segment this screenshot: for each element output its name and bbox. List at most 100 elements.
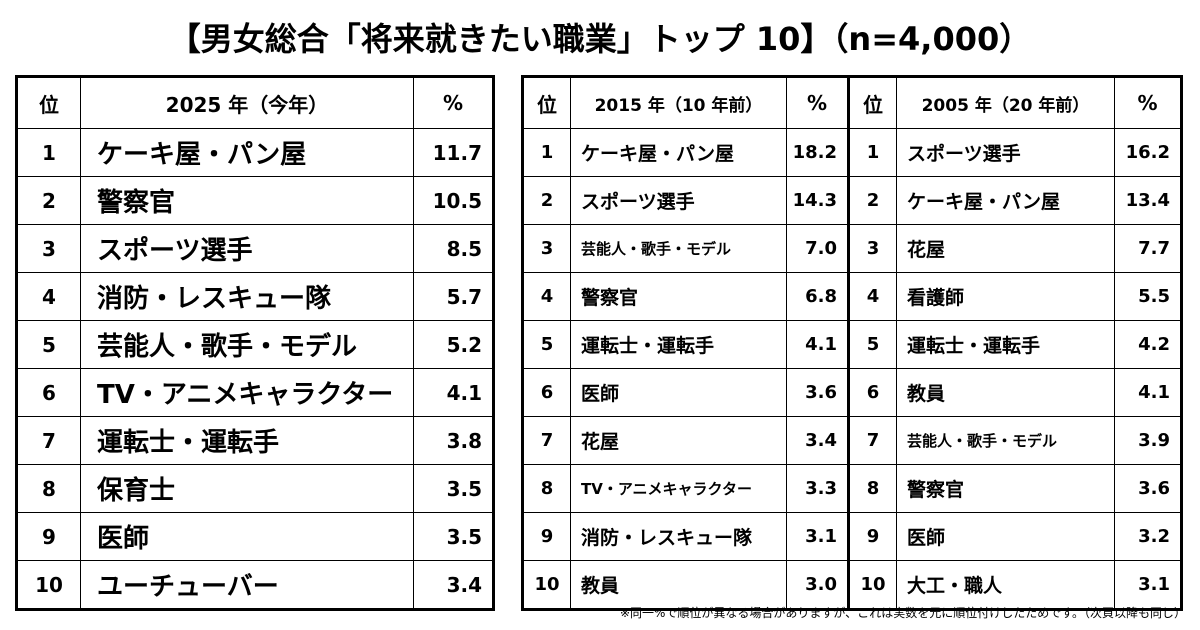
rank-column-header: 位: [16, 76, 81, 129]
page-title: 【男女総合「将来就きたい職業」トップ 10】（n=4,000）: [168, 20, 1032, 58]
table-row: 1 ケーキ屋・パン屋 11.7: [16, 128, 494, 177]
job-cell-2015: 芸能人・歌手・モデル: [570, 224, 787, 273]
table-row: 1 ケーキ屋・パン屋 18.2 1 スポーツ選手 16.2: [522, 128, 1182, 177]
table-row: 6 TV・アニメキャラクター 4.1: [16, 368, 494, 417]
rank-cell-2005: 5: [847, 320, 897, 369]
table-row: 2 警察官 10.5: [16, 176, 494, 225]
percent-column-header: %: [413, 76, 494, 129]
table-row: 10 ユーチューバー 3.4: [16, 560, 494, 610]
job-cell: スポーツ選手: [80, 224, 414, 273]
job-cell: TV・アニメキャラクター: [80, 368, 414, 417]
percent-cell-2015: 7.0: [786, 224, 849, 273]
table-row: 2 スポーツ選手 14.3 2 ケーキ屋・パン屋 13.4: [522, 176, 1182, 225]
table-row: 4 警察官 6.8 4 看護師 5.5: [522, 272, 1182, 321]
job-column-header: 2025 年（今年）: [80, 76, 414, 129]
percent-cell: 3.8: [413, 416, 494, 465]
job-cell: 運転士・運転手: [80, 416, 414, 465]
percent-column-header-2015: %: [786, 76, 849, 129]
table-row: 5 芸能人・歌手・モデル 5.2: [16, 320, 494, 369]
percent-cell-2005: 13.4: [1114, 176, 1182, 225]
percent-cell: 10.5: [413, 176, 494, 225]
table-row: 9 消防・レスキュー隊 3.1 9 医師 3.2: [522, 512, 1182, 561]
rank-cell-2015: 10: [522, 560, 571, 610]
percent-cell: 3.5: [413, 512, 494, 561]
percent-cell-2015: 18.2: [786, 128, 849, 177]
rank-cell-2005: 3: [847, 224, 897, 273]
rank-cell-2005: 7: [847, 416, 897, 465]
rank-cell: 5: [16, 320, 81, 369]
rank-cell-2015: 9: [522, 512, 571, 561]
table-row: 6 医師 3.6 6 教員 4.1: [522, 368, 1182, 417]
table-row: 8 TV・アニメキャラクター 3.3 8 警察官 3.6: [522, 464, 1182, 513]
percent-cell: 3.4: [413, 560, 494, 610]
percent-cell-2015: 6.8: [786, 272, 849, 321]
job-column-header-2015: 2015 年（10 年前）: [570, 76, 787, 129]
percent-cell-2005: 16.2: [1114, 128, 1182, 177]
percent-cell-2005: 7.7: [1114, 224, 1182, 273]
table-row: 7 花屋 3.4 7 芸能人・歌手・モデル 3.9: [522, 416, 1182, 465]
job-cell: 医師: [80, 512, 414, 561]
percent-cell-2015: 3.3: [786, 464, 849, 513]
percent-cell: 5.7: [413, 272, 494, 321]
job-cell: ユーチューバー: [80, 560, 414, 610]
table-header-row: 位 2025 年（今年） %: [16, 76, 494, 129]
rank-cell: 10: [16, 560, 81, 610]
table-row: 3 芸能人・歌手・モデル 7.0 3 花屋 7.7: [522, 224, 1182, 273]
job-cell-2005: 警察官: [896, 464, 1115, 513]
percent-cell: 5.2: [413, 320, 494, 369]
table-row: 7 運転士・運転手 3.8: [16, 416, 494, 465]
job-cell: 保育士: [80, 464, 414, 513]
rank-cell: 3: [16, 224, 81, 273]
rank-cell-2005: 2: [847, 176, 897, 225]
rank-cell: 7: [16, 416, 81, 465]
percent-column-header-2005: %: [1114, 76, 1182, 129]
rank-cell-2015: 4: [522, 272, 571, 321]
job-cell-2015: 医師: [570, 368, 787, 417]
rank-cell-2005: 8: [847, 464, 897, 513]
table-row: 4 消防・レスキュー隊 5.7: [16, 272, 494, 321]
job-cell-2005: 看護師: [896, 272, 1115, 321]
job-cell-2005: スポーツ選手: [896, 128, 1115, 177]
footnote: ※同一%で順位が異なる場合がありますが、これは実数を元に順位付けしたためです。（…: [619, 606, 1186, 620]
percent-cell-2005: 5.5: [1114, 272, 1182, 321]
rank-cell: 8: [16, 464, 81, 513]
rank-cell-2015: 3: [522, 224, 571, 273]
rank-cell-2005: 10: [847, 560, 897, 610]
job-cell: 警察官: [80, 176, 414, 225]
job-cell: 消防・レスキュー隊: [80, 272, 414, 321]
job-cell-2015: TV・アニメキャラクター: [570, 464, 787, 513]
percent-cell-2005: 3.6: [1114, 464, 1182, 513]
table-row: 3 スポーツ選手 8.5: [16, 224, 494, 273]
ranking-table-2015-2005: 位 2015 年（10 年前） % 位 2005 年（20 年前） % 1 ケーキ…: [521, 75, 1183, 611]
percent-cell-2005: 3.9: [1114, 416, 1182, 465]
rank-cell-2015: 1: [522, 128, 571, 177]
rank-cell: 9: [16, 512, 81, 561]
job-cell-2005: 大工・職人: [896, 560, 1115, 610]
job-cell-2015: 警察官: [570, 272, 787, 321]
job-cell-2015: 運転士・運転手: [570, 320, 787, 369]
table-row: 10 教員 3.0 10 大工・職人 3.1: [522, 560, 1182, 610]
job-cell-2005: 花屋: [896, 224, 1115, 273]
percent-cell-2015: 3.4: [786, 416, 849, 465]
rank-cell-2015: 7: [522, 416, 571, 465]
percent-cell-2015: 3.0: [786, 560, 849, 610]
job-cell-2005: 教員: [896, 368, 1115, 417]
job-cell-2015: 教員: [570, 560, 787, 610]
percent-cell: 3.5: [413, 464, 494, 513]
percent-cell: 4.1: [413, 368, 494, 417]
rank-cell-2005: 1: [847, 128, 897, 177]
percent-cell-2005: 3.1: [1114, 560, 1182, 610]
percent-cell: 11.7: [413, 128, 494, 177]
job-cell: ケーキ屋・パン屋: [80, 128, 414, 177]
rank-column-header-2005: 位: [847, 76, 897, 129]
table-row: 5 運転士・運転手 4.1 5 運転士・運転手 4.2: [522, 320, 1182, 369]
rank-cell: 6: [16, 368, 81, 417]
rank-cell: 1: [16, 128, 81, 177]
table-row: 8 保育士 3.5: [16, 464, 494, 513]
rank-cell-2015: 8: [522, 464, 571, 513]
job-cell-2005: 医師: [896, 512, 1115, 561]
rank-cell-2005: 4: [847, 272, 897, 321]
percent-cell-2015: 3.6: [786, 368, 849, 417]
table-header-row: 位 2015 年（10 年前） % 位 2005 年（20 年前） %: [522, 76, 1182, 129]
rank-cell: 4: [16, 272, 81, 321]
